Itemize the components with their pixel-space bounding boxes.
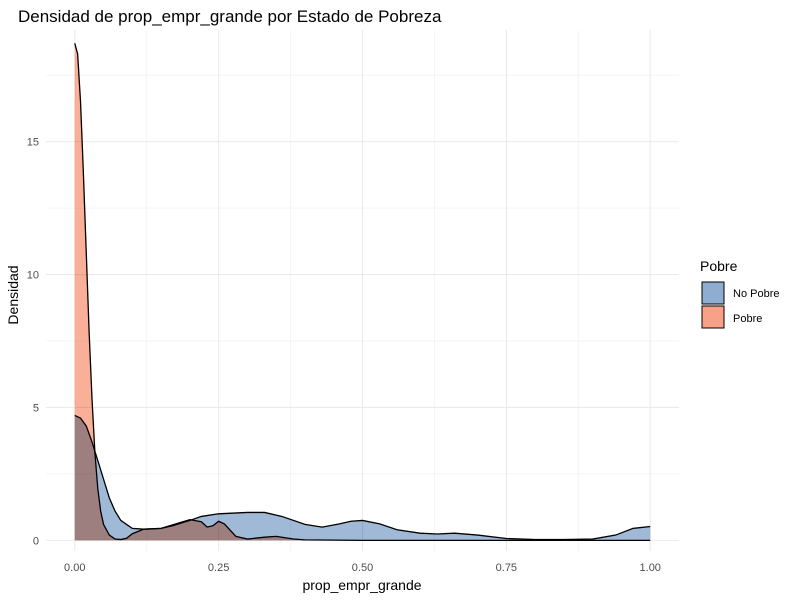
legend-title: Pobre bbox=[700, 258, 738, 274]
y-tick-labels: 0 5 10 15 bbox=[27, 137, 39, 548]
chart-title: Densidad de prop_empr_grande por Estado … bbox=[18, 7, 442, 26]
legend: Pobre No Pobre Pobre bbox=[700, 258, 779, 329]
y-axis-title: Densidad bbox=[5, 265, 21, 324]
x-tick-label: 0.25 bbox=[208, 562, 229, 574]
x-tick-label: 0.00 bbox=[64, 562, 85, 574]
x-tick-label: 1.00 bbox=[640, 562, 661, 574]
legend-label-no-pobre: No Pobre bbox=[733, 288, 779, 300]
y-tick-label: 5 bbox=[33, 402, 39, 414]
legend-label-pobre: Pobre bbox=[733, 313, 762, 325]
x-tick-labels: 0.00 0.25 0.50 0.75 1.00 bbox=[64, 562, 661, 574]
x-axis-title: prop_empr_grande bbox=[302, 577, 421, 593]
y-tick-label: 0 bbox=[33, 535, 39, 547]
density-line-pobre bbox=[74, 43, 651, 542]
legend-key-pobre bbox=[701, 305, 725, 329]
x-tick-label: 0.75 bbox=[496, 562, 517, 574]
density-line-no-pobre bbox=[74, 414, 651, 541]
density-areas bbox=[74, 43, 651, 542]
grid-lines bbox=[46, 30, 679, 551]
y-tick-label: 15 bbox=[27, 137, 39, 149]
legend-key-no-pobre bbox=[701, 281, 725, 305]
x-tick-label: 0.50 bbox=[352, 562, 373, 574]
y-tick-label: 10 bbox=[27, 270, 39, 282]
